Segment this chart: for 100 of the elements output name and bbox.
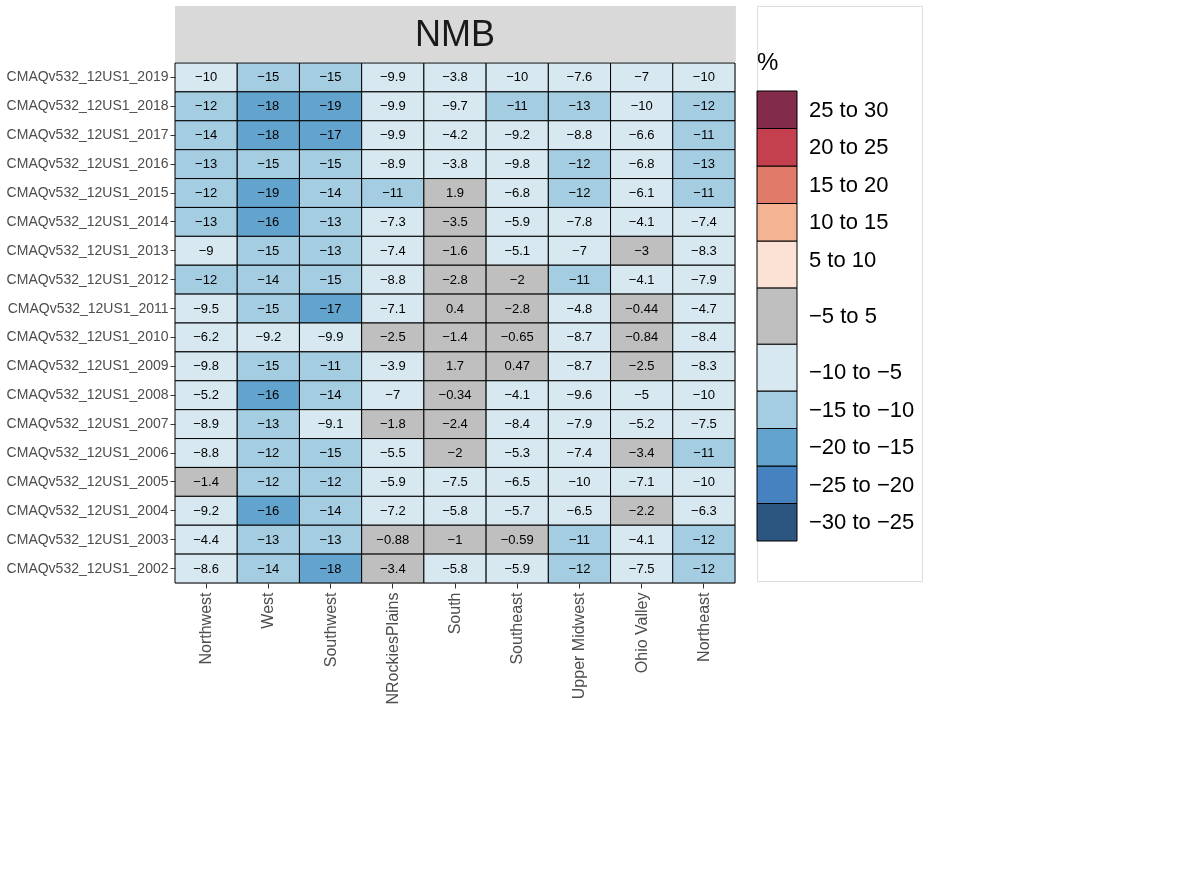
- y-tick-label: CMAQv532_12US1_2018: [6, 97, 169, 114]
- data-label: −7.1: [379, 300, 406, 316]
- y-tick-label: CMAQv532_12US1_2011: [7, 299, 169, 316]
- data-label: −14: [319, 185, 342, 200]
- data-label: −0.65: [500, 329, 534, 345]
- x-tick-label: West: [259, 591, 277, 629]
- data-label: −2.5: [628, 358, 655, 374]
- data-label: −11: [506, 98, 528, 114]
- data-label: −7.1: [628, 473, 655, 489]
- data-label: −12: [257, 445, 280, 460]
- data-label: −5.8: [442, 502, 468, 518]
- data-label: −2: [447, 445, 463, 460]
- data-label: −3.8: [442, 69, 468, 85]
- data-label: −14: [319, 502, 342, 518]
- y-tick-label: CMAQv532_12US1_2009: [6, 357, 169, 374]
- data-label: −9.9: [317, 329, 344, 345]
- y-tick-label: CMAQv532_12US1_2006: [6, 444, 169, 460]
- data-label: −4.2: [442, 127, 468, 143]
- x-tick-label: Upper Midwest: [570, 591, 588, 700]
- data-label: −4.7: [691, 300, 717, 316]
- data-label: −5.2: [193, 387, 219, 403]
- data-label: −7.2: [379, 502, 406, 518]
- x-tick-label: Southeast: [508, 591, 526, 665]
- data-label: −0.88: [376, 531, 410, 547]
- data-label: −9.8: [504, 156, 531, 172]
- data-label: −8.8: [379, 271, 406, 287]
- data-label: −15: [257, 358, 280, 374]
- data-label: −4.1: [628, 531, 655, 547]
- data-label: −7.8: [566, 213, 593, 229]
- data-label: −5.3: [504, 445, 531, 460]
- data-label: −12: [195, 185, 218, 200]
- y-tick-label: CMAQv532_12US1_2012: [6, 270, 169, 287]
- y-tick-label: CMAQv532_12US1_2002: [6, 559, 169, 576]
- chart-title: NMB: [415, 13, 495, 54]
- y-tick-label: CMAQv532_12US1_2008: [6, 386, 169, 403]
- data-label: −18: [319, 560, 342, 576]
- color-bar-label: −25 to −20: [809, 471, 915, 497]
- data-label: −12: [568, 560, 591, 576]
- data-label: −13: [319, 213, 342, 229]
- data-label: −11: [382, 185, 404, 200]
- color-bar-label: −15 to −10: [809, 396, 915, 422]
- data-label: −0.34: [438, 387, 472, 403]
- data-label: −12: [319, 473, 342, 489]
- data-label: −7.4: [379, 242, 406, 258]
- data-label: −11: [568, 271, 590, 287]
- data-label: −13: [692, 156, 715, 172]
- data-label: −15: [257, 242, 280, 258]
- data-label: −5.2: [628, 416, 655, 432]
- data-label: −12: [257, 473, 280, 489]
- data-label: −18: [257, 127, 280, 143]
- data-label: −13: [257, 531, 280, 547]
- data-label: −9.1: [317, 416, 344, 432]
- data-label: −10: [506, 69, 529, 85]
- data-label: −9.2: [255, 329, 282, 345]
- y-tick-label: CMAQv532_12US1_2014: [6, 212, 169, 229]
- color-bar-label: −30 to −25: [809, 509, 915, 535]
- data-label: −2.8: [504, 300, 531, 316]
- data-label: −6.8: [504, 185, 531, 200]
- data-label: −15: [319, 156, 342, 172]
- data-label: −3.9: [379, 358, 406, 374]
- data-label: −3.8: [442, 156, 468, 172]
- data-label: −9.9: [379, 127, 406, 143]
- data-label: −8.7: [566, 329, 593, 345]
- data-label: −16: [257, 387, 280, 403]
- data-label: −9.2: [193, 502, 219, 518]
- y-tick-label: CMAQv532_12US1_2017: [6, 126, 169, 143]
- data-label: −2: [509, 271, 525, 287]
- y-tick-label: CMAQv532_12US1_2019: [6, 68, 169, 85]
- data-label: −7.6: [566, 69, 593, 85]
- data-label: −7.4: [691, 213, 717, 229]
- data-label: −7: [572, 242, 587, 258]
- data-label: −7: [385, 387, 401, 403]
- data-label: −1.4: [442, 329, 468, 345]
- data-label: −0.84: [625, 329, 659, 345]
- data-label: −8.8: [566, 127, 593, 143]
- data-label: −18: [257, 98, 280, 114]
- y-tick-label: CMAQv532_12US1_2007: [6, 415, 169, 432]
- data-label: −3: [634, 242, 650, 258]
- data-label: −8.4: [691, 329, 717, 345]
- x-tick-label: Northwest: [197, 591, 215, 665]
- data-label: −13: [319, 242, 342, 258]
- data-label: −8.7: [566, 358, 593, 374]
- data-label: −8.8: [193, 445, 219, 460]
- data-label: −10: [692, 387, 715, 403]
- x-tick-label: Ohio Valley: [632, 592, 650, 674]
- data-label: −0.44: [625, 300, 659, 316]
- data-label: −6.8: [628, 156, 655, 172]
- data-label: −4.4: [193, 531, 219, 547]
- data-label: −6.5: [566, 502, 593, 518]
- data-label: −7.5: [691, 416, 717, 432]
- data-label: −11: [693, 185, 715, 200]
- data-label: −5.9: [379, 473, 406, 489]
- data-label: −15: [319, 69, 342, 85]
- data-label: −10: [692, 69, 715, 85]
- data-label: −17: [319, 300, 342, 316]
- data-label: −14: [319, 387, 342, 403]
- data-label: −5: [634, 387, 650, 403]
- data-label: −12: [568, 185, 591, 200]
- data-label: −8.6: [193, 560, 219, 576]
- data-label: −6.5: [504, 473, 531, 489]
